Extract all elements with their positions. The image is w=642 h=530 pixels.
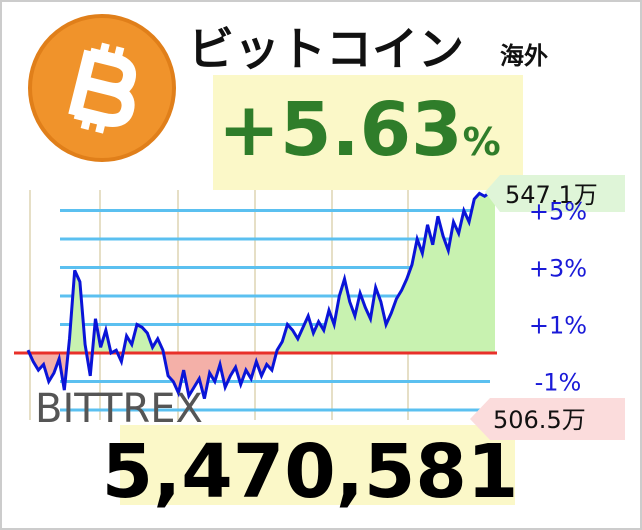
y-tick-label: -1%: [535, 369, 582, 397]
price: 5,470,581: [102, 429, 519, 515]
change: +5.63%: [218, 87, 501, 173]
exchange: BITTREX: [35, 386, 203, 432]
change-highlight: [213, 75, 523, 190]
y-tick-label: +1%: [529, 312, 587, 340]
price-highlight: [120, 425, 515, 505]
subtitle: 海外: [500, 42, 548, 70]
area-up: [28, 192, 495, 354]
area-down: [28, 353, 495, 399]
high-label: 547.1万: [505, 181, 598, 209]
y-tick-label: +3%: [529, 255, 587, 283]
y-tick-label: +5%: [529, 198, 587, 226]
title: ビットコイン: [188, 22, 464, 76]
price-line: [26, 190, 496, 400]
low-label: 506.5万: [493, 406, 586, 434]
low-tag: [470, 398, 625, 440]
bitcoin-logo: [28, 14, 176, 162]
high-tag: [485, 175, 625, 212]
